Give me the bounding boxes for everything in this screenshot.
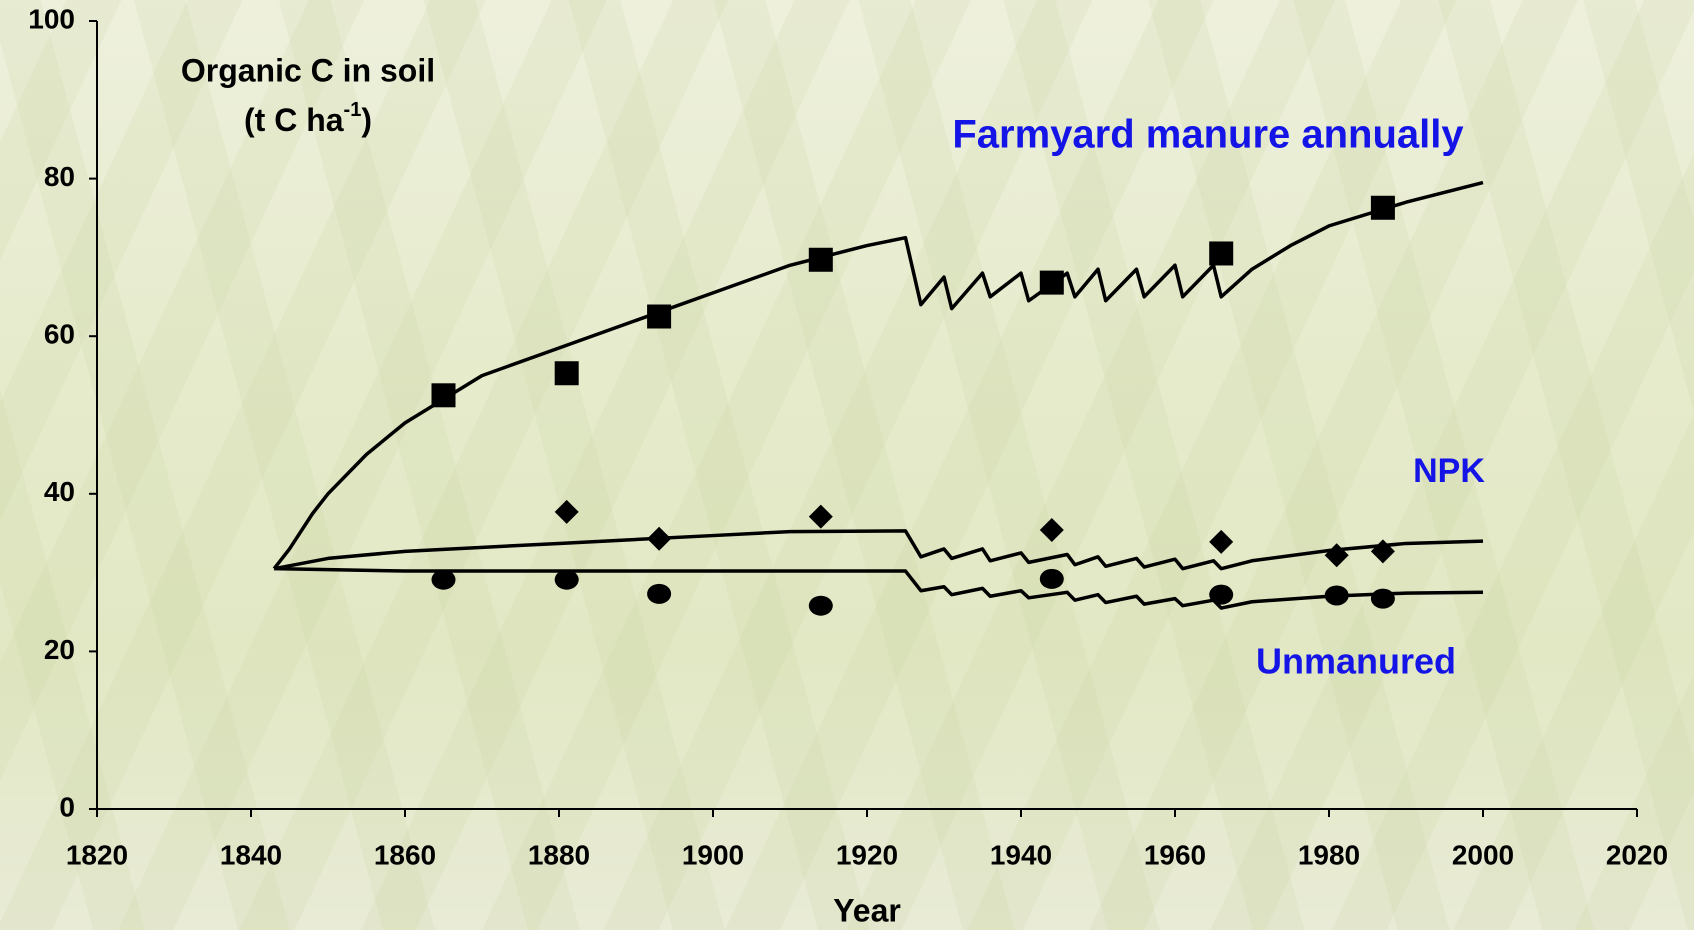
square-marker [647,305,671,329]
series-annotation: Unmanured [1256,641,1456,682]
circle-marker [1371,589,1395,609]
circle-marker [555,570,579,590]
x-tick-label: 1880 [528,839,590,870]
x-tick-label: 2020 [1606,839,1668,870]
x-tick-label: 2000 [1452,839,1514,870]
x-tick-label: 1920 [836,839,898,870]
circle-marker [1040,569,1064,589]
x-tick-label: 1980 [1298,839,1360,870]
model-line [274,531,1483,569]
y-tick-label: 40 [44,476,75,507]
y-tick-label: 80 [44,161,75,192]
circle-marker [432,570,456,590]
model-line [274,183,1483,569]
diamond-marker [1209,530,1233,554]
square-marker [1040,271,1064,295]
series-annotation: NPK [1413,452,1485,490]
unit-tail: ) [361,102,372,138]
model-line [274,569,1483,608]
diamond-marker [1371,539,1395,563]
square-marker [1371,196,1395,220]
square-marker [555,361,579,385]
chart: Organic C in soil (t C ha-1) Year 0 20 40 6… [0,0,1694,930]
square-marker [1209,241,1233,265]
series-annotation: Farmyard manure annually [952,113,1464,157]
y-tick-label: 60 [44,319,75,350]
unit-base: (t C ha [244,102,344,138]
page: Organic C in soil (t C ha-1) Year 0 20 40 6… [0,0,1694,930]
x-tick-label: 1860 [374,839,436,870]
diamond-marker [809,505,833,529]
y-axis-label: Organic C in soil [181,52,435,88]
circle-marker [1209,585,1233,605]
y-axis-unit: (t C ha-1) [244,99,372,138]
y-tick-label: 100 [28,3,75,34]
x-tick-label: 1940 [990,839,1052,870]
diamond-marker [647,527,671,551]
y-tick-label: 20 [44,634,75,665]
x-tick-label: 1960 [1144,839,1206,870]
circle-marker [809,596,833,616]
square-marker [809,248,833,272]
circle-marker [1325,585,1349,605]
circle-marker [647,584,671,604]
diamond-marker [555,500,579,524]
x-tick-label: 1840 [220,839,282,870]
x-tick-label: 1820 [66,839,128,870]
unit-sup: -1 [344,99,362,121]
x-axis-label: Year [833,892,901,928]
diamond-marker [1040,518,1064,542]
diamond-marker [1325,543,1349,567]
y-tick-label: 0 [59,791,75,822]
x-tick-label: 1900 [682,839,744,870]
square-marker [432,383,456,407]
